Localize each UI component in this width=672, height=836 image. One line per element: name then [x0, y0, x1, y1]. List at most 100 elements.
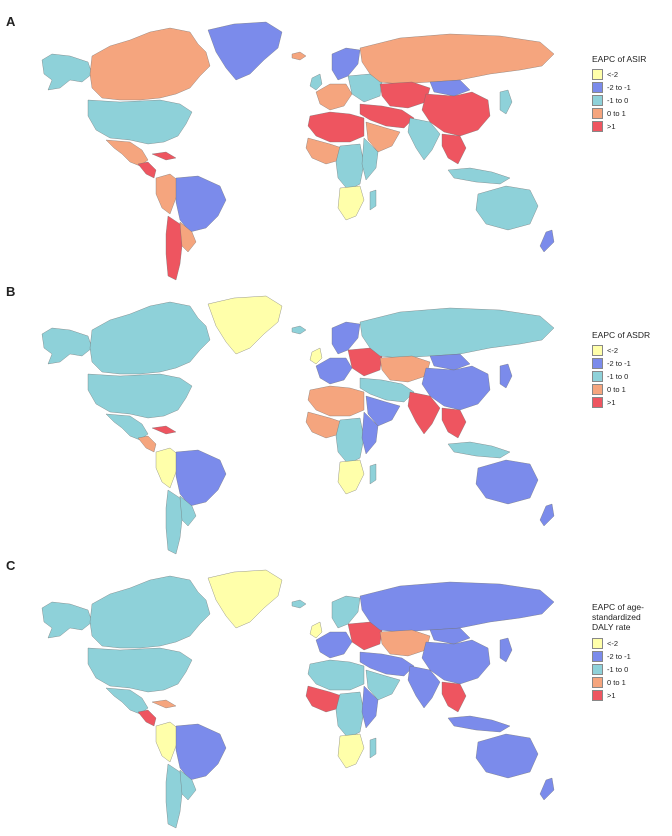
- region-greenland: [207, 21, 283, 81]
- legend: EAPC of ASIR <-2 -2 to -1 -1 to 0 0 to 1 >1: [592, 54, 672, 133]
- region-iceland: [291, 325, 307, 335]
- map-panel: B: [0, 284, 672, 562]
- legend-label: -1 to 0: [607, 372, 629, 382]
- region-usa: [87, 647, 193, 693]
- region-scandinavia: [331, 595, 361, 629]
- legend-item: 0 to 1: [592, 676, 672, 689]
- legend-swatch: [592, 371, 603, 383]
- legend-swatch: [592, 108, 603, 120]
- region-west-africa: [305, 411, 343, 439]
- region-west-europe: [315, 83, 353, 111]
- region-greenland: [207, 295, 283, 355]
- region-mongolia: [429, 79, 471, 97]
- legend-swatch: [592, 650, 603, 662]
- region-russia: [359, 33, 555, 85]
- region-mongolia: [429, 627, 471, 645]
- region-canada: [89, 301, 211, 375]
- region-greenland: [207, 569, 283, 629]
- legend-label: 0 to 1: [607, 385, 626, 395]
- panel-label: B: [6, 284, 16, 299]
- region-new-zealand: [539, 503, 555, 527]
- legend-swatch: [592, 637, 603, 649]
- region-indonesia: [447, 167, 511, 185]
- region-east-africa: [361, 137, 379, 181]
- region-central-asia: [379, 629, 431, 657]
- region-middle-east: [359, 651, 415, 677]
- region-india: [407, 117, 441, 161]
- region-china: [421, 365, 491, 411]
- legend-label: 0 to 1: [607, 109, 626, 119]
- region-brazil: [175, 723, 227, 781]
- region-scandinavia: [331, 47, 361, 81]
- region-middle-east: [359, 103, 415, 129]
- legend-label: -2 to -1: [607, 651, 631, 661]
- legend-label: -1 to 0: [607, 96, 629, 106]
- region-andes-north: [155, 447, 181, 489]
- region-mexico: [105, 687, 149, 715]
- legend-swatch: [592, 82, 603, 94]
- legend: EAPC of ASDR <-2 -2 to -1 -1 to 0 0 to 1 >1: [592, 330, 672, 409]
- region-chile-argentina: [165, 215, 183, 281]
- region-iceland: [291, 599, 307, 609]
- region-iceland: [291, 51, 307, 61]
- region-india: [407, 665, 441, 709]
- legend-label: >1: [607, 122, 616, 132]
- region-mongolia: [429, 353, 471, 371]
- region-middle-east: [359, 377, 415, 403]
- legend-swatch: [592, 345, 603, 357]
- region-central-america: [137, 435, 157, 453]
- region-usa: [87, 373, 193, 419]
- legend-item: 0 to 1: [592, 107, 672, 120]
- region-southeast-asia: [441, 133, 467, 165]
- region-andes-north: [155, 721, 181, 763]
- region-brazil: [175, 175, 227, 233]
- region-australia: [475, 459, 539, 505]
- panel-label: C: [6, 558, 16, 573]
- world-map: [41, 569, 555, 829]
- region-east-africa: [361, 685, 379, 729]
- legend-item: -2 to -1: [592, 81, 672, 94]
- legend: EAPC of age-standardized DALY rate <-2 -2 …: [592, 602, 672, 702]
- region-uk: [309, 73, 323, 91]
- region-arabia: [365, 395, 401, 427]
- region-west-europe: [315, 631, 353, 659]
- region-central-asia: [379, 355, 431, 383]
- region-north-africa: [307, 659, 365, 691]
- region-alaska: [41, 327, 93, 365]
- legend-title: EAPC of ASDR: [592, 330, 651, 340]
- region-china: [421, 639, 491, 685]
- legend-item: <-2: [592, 344, 672, 357]
- region-central-africa: [335, 691, 365, 739]
- region-arabia: [365, 669, 401, 701]
- legend-label: -2 to -1: [607, 359, 631, 369]
- region-chile-argentina: [165, 489, 183, 555]
- region-usa: [87, 99, 193, 145]
- region-alaska: [41, 601, 93, 639]
- region-mexico: [105, 413, 149, 441]
- legend-title: EAPC of ASIR: [592, 54, 647, 64]
- region-chile-argentina: [165, 763, 183, 829]
- region-russia: [359, 581, 555, 633]
- region-southern-africa: [337, 185, 365, 221]
- region-new-zealand: [539, 229, 555, 253]
- region-central-africa: [335, 143, 365, 191]
- legend-label: <-2: [607, 70, 619, 80]
- legend-label: >1: [607, 690, 616, 700]
- region-australia: [475, 733, 539, 779]
- legend-swatch: [592, 384, 603, 396]
- region-indonesia: [447, 715, 511, 733]
- region-mexico: [105, 139, 149, 167]
- region-north-africa: [307, 385, 365, 417]
- legend-swatch: [592, 358, 603, 370]
- region-canada: [89, 575, 211, 649]
- region-central-america: [137, 709, 157, 727]
- legend-item: -2 to -1: [592, 650, 672, 663]
- region-west-europe: [315, 357, 353, 385]
- region-australia: [475, 185, 539, 231]
- region-caribbean: [151, 425, 177, 435]
- legend-item: 0 to 1: [592, 383, 672, 396]
- legend-item: -1 to 0: [592, 94, 672, 107]
- legend-swatch: [592, 95, 603, 107]
- legend-item: -1 to 0: [592, 370, 672, 383]
- region-uk: [309, 347, 323, 365]
